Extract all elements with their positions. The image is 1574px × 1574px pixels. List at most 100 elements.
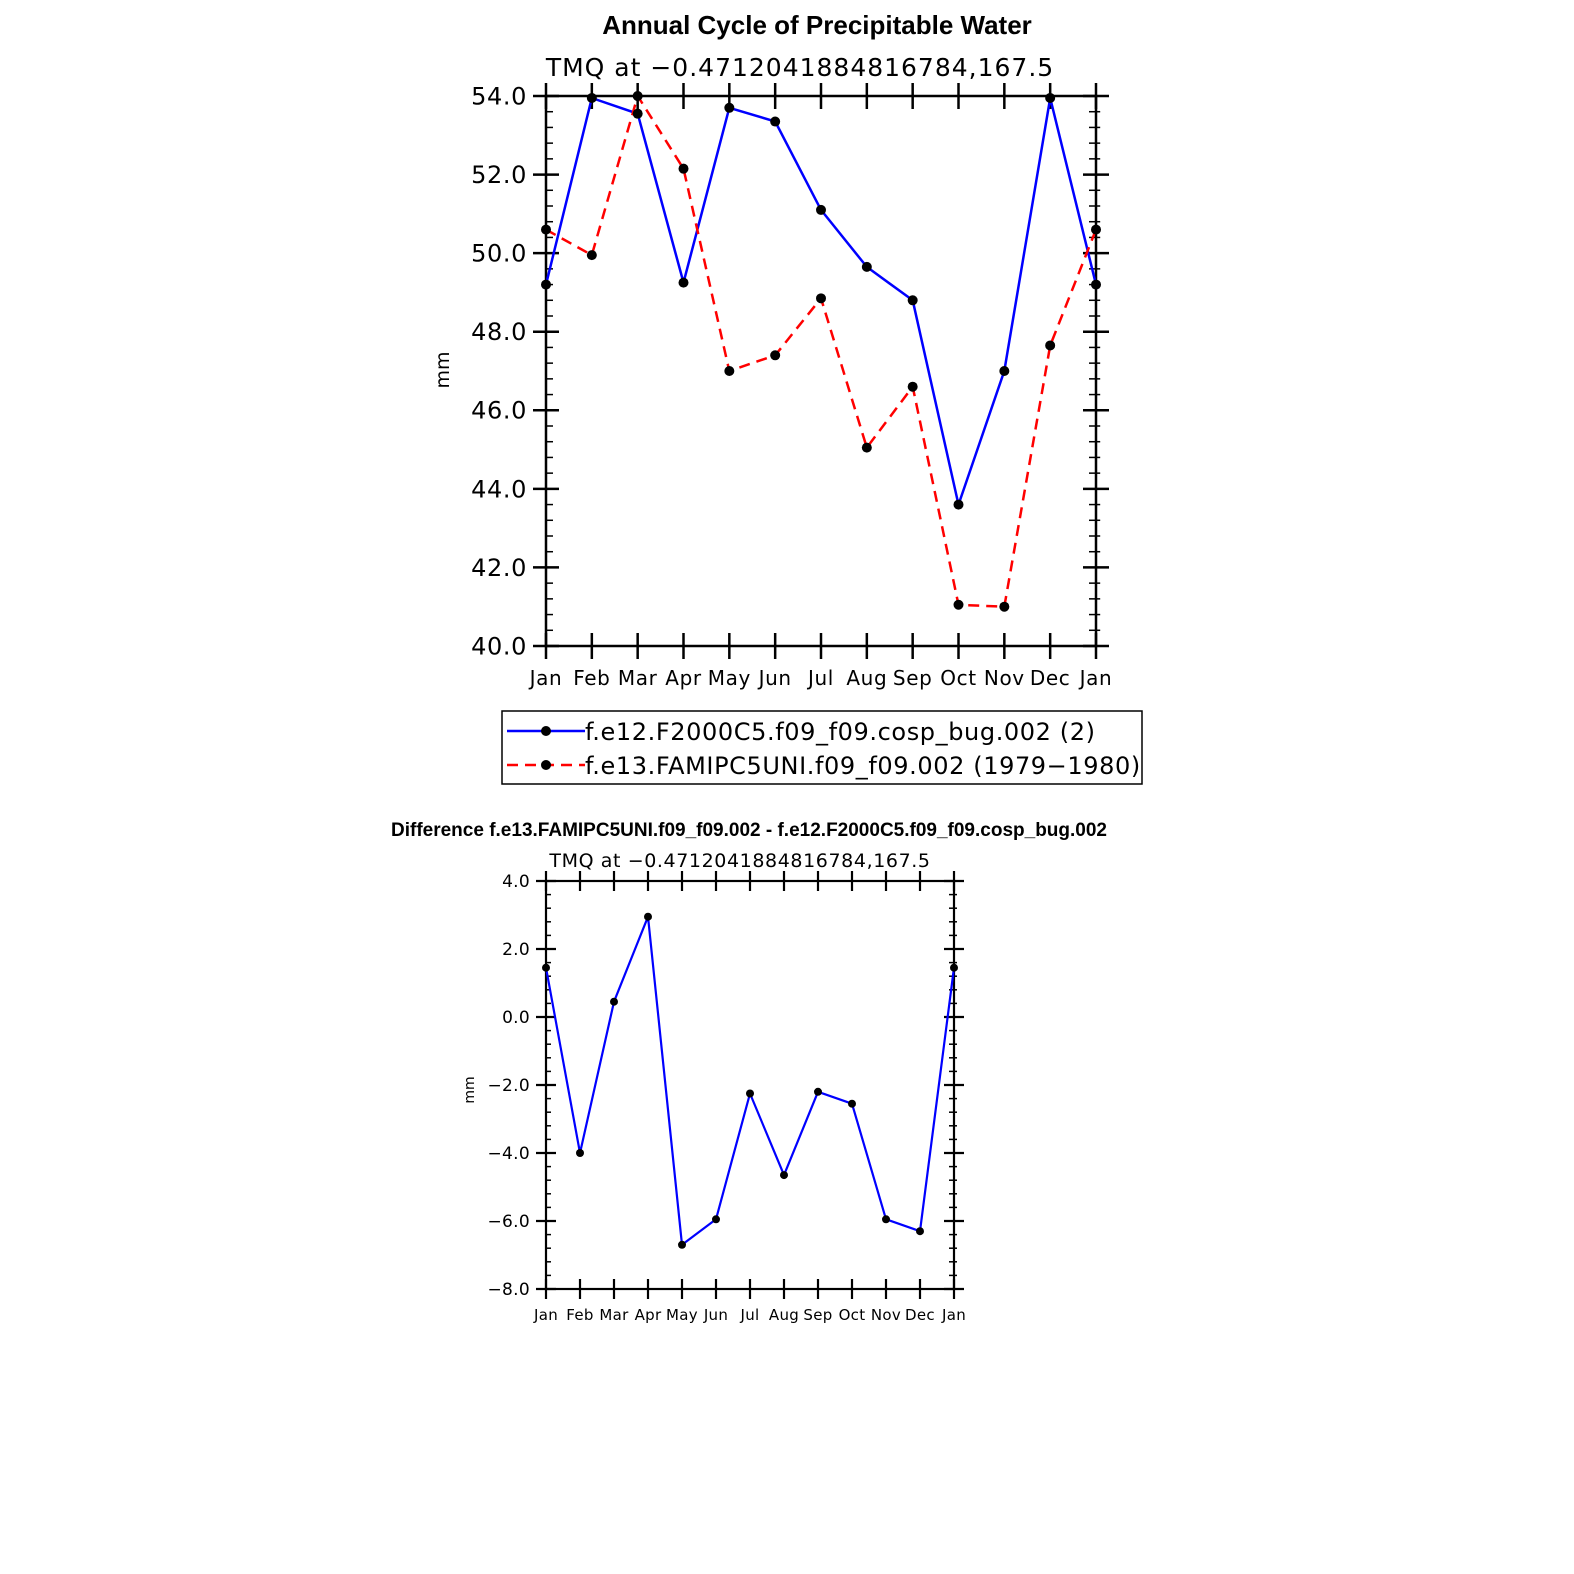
chart2-axes: −8.0 −6.0 −4.0 −2.0 0.0 2.0 4.0 Jan Feb Mar Apr May… <box>488 871 966 1324</box>
legend-marker-series-1 <box>541 726 551 736</box>
x-tick-label: Jun <box>757 666 792 690</box>
series-1-point <box>610 997 618 1006</box>
x-tick-label: Jan <box>528 666 563 690</box>
series-2-point <box>1091 224 1101 235</box>
y-tick-label: 52.0 <box>471 161 527 189</box>
y-tick-label: 50.0 <box>471 240 527 268</box>
series-1-point <box>678 277 689 288</box>
x-tick-label: Apr <box>665 666 702 690</box>
series-1-point <box>644 912 652 921</box>
series-1-point <box>882 1215 890 1224</box>
series-2-point <box>816 293 826 304</box>
series-1-point <box>678 1240 686 1249</box>
difference-chart: Difference f.e13.FAMIPC5UNI.f09_f09.002 … <box>391 820 1107 1324</box>
legend-box <box>501 710 1143 785</box>
x-tick-label: May <box>708 666 751 690</box>
x-tick-label: Sep <box>893 666 933 690</box>
x-tick-label: Mar <box>599 1306 629 1324</box>
series-1-point <box>861 261 872 272</box>
chart1-subtitle: TMQ at −0.4712041884816784,167.5 <box>545 53 1054 82</box>
series-1-point <box>770 116 781 127</box>
x-tick-label: Feb <box>573 666 610 690</box>
y-tick-label: 42.0 <box>471 554 527 582</box>
y-tick-label: 54.0 <box>471 82 527 110</box>
x-tick-label: Aug <box>846 666 887 690</box>
series-2-point <box>586 250 597 261</box>
legend-label-series-2: f.e13.FAMIPC5UNI.f09_f09.002 (1979−1980) <box>585 752 1141 780</box>
legend-label-series-1: f.e12.F2000C5.f09_f09.cosp_bug.002 (2) <box>585 718 1096 746</box>
chart1-title: Annual Cycle of Precipitable Water <box>602 10 1032 40</box>
series-1-point <box>541 279 551 290</box>
x-tick-label: Jan <box>941 1306 966 1324</box>
series-2-point <box>861 442 872 453</box>
series-1-point <box>953 499 964 510</box>
series-2-point <box>541 224 551 235</box>
y-tick-label: 44.0 <box>471 475 527 503</box>
series-2-point <box>632 91 643 101</box>
x-tick-label: Nov <box>984 666 1025 690</box>
series-1-point <box>1091 279 1101 290</box>
x-tick-label: Oct <box>940 666 976 690</box>
legend-marker-series-2 <box>541 760 551 770</box>
y-tick-label: 2.0 <box>502 940 530 960</box>
x-tick-label: Aug <box>769 1306 799 1324</box>
y-tick-label: −4.0 <box>488 1144 530 1164</box>
series-2-point <box>1045 340 1056 351</box>
x-tick-label: Sep <box>803 1306 832 1324</box>
series-1-point <box>1045 92 1056 103</box>
series-1-point <box>746 1089 754 1098</box>
x-tick-label: May <box>666 1306 698 1324</box>
series-1-point <box>586 92 597 103</box>
series-1-point <box>724 102 735 113</box>
x-tick-label: Nov <box>871 1306 901 1324</box>
x-tick-label: Oct <box>839 1306 866 1324</box>
series-1-point <box>712 1215 720 1224</box>
chart2-title: Difference f.e13.FAMIPC5UNI.f09_f09.002 … <box>391 820 1107 841</box>
x-tick-label: Mar <box>618 666 658 690</box>
series-2-point <box>907 381 918 392</box>
chart1-legend: f.e12.F2000C5.f09_f09.cosp_bug.002 (2) f… <box>501 710 1143 785</box>
chart2-plot-area <box>542 912 958 1249</box>
x-tick-label: Jul <box>806 666 834 690</box>
series-2-point <box>770 350 781 361</box>
y-tick-label: −2.0 <box>488 1076 530 1096</box>
annual-cycle-chart: Annual Cycle of Precipitable Water TMQ a… <box>432 10 1143 785</box>
series-2-point <box>953 599 964 610</box>
x-tick-label: Apr <box>635 1306 662 1324</box>
x-tick-label: Jun <box>703 1306 728 1324</box>
chart1-axes: 40.0 42.0 44.0 46.0 48.0 50.0 52.0 54.0 Jan Feb Ma… <box>471 82 1112 690</box>
x-tick-label: Dec <box>1030 666 1071 690</box>
series-1-point <box>907 295 918 306</box>
y-tick-label: −6.0 <box>488 1212 530 1232</box>
y-tick-label: 4.0 <box>502 872 530 892</box>
series-2-point <box>999 601 1010 612</box>
x-tick-label: Jul <box>740 1306 760 1324</box>
series-1-point <box>999 366 1010 376</box>
chart2-ylabel: mm <box>462 1076 478 1103</box>
series-1-point <box>632 108 643 119</box>
series-1-point <box>950 963 958 972</box>
series-2-point <box>678 163 689 174</box>
x-tick-label: Jan <box>1078 666 1113 690</box>
x-tick-label: Jan <box>533 1306 558 1324</box>
y-tick-label: 0.0 <box>502 1008 530 1028</box>
chart1-plot-area <box>541 91 1101 612</box>
x-tick-label: Feb <box>566 1306 593 1324</box>
y-tick-label: 48.0 <box>471 318 527 346</box>
y-tick-label: 40.0 <box>471 632 527 660</box>
x-tick-label: Dec <box>905 1306 935 1324</box>
series-1-point <box>576 1149 584 1157</box>
chart1-ylabel: mm <box>432 351 454 388</box>
series-1-point <box>916 1227 924 1236</box>
y-tick-label: −8.0 <box>488 1280 530 1300</box>
chart2-subtitle: TMQ at −0.4712041884816784,167.5 <box>548 850 930 872</box>
series-1-point <box>816 204 826 215</box>
series-1-point <box>542 963 550 972</box>
series-1-point <box>848 1099 856 1108</box>
y-tick-label: 46.0 <box>471 397 527 425</box>
series-2-point <box>724 366 735 376</box>
series-1-point <box>814 1087 822 1096</box>
series-1-point <box>780 1171 788 1180</box>
